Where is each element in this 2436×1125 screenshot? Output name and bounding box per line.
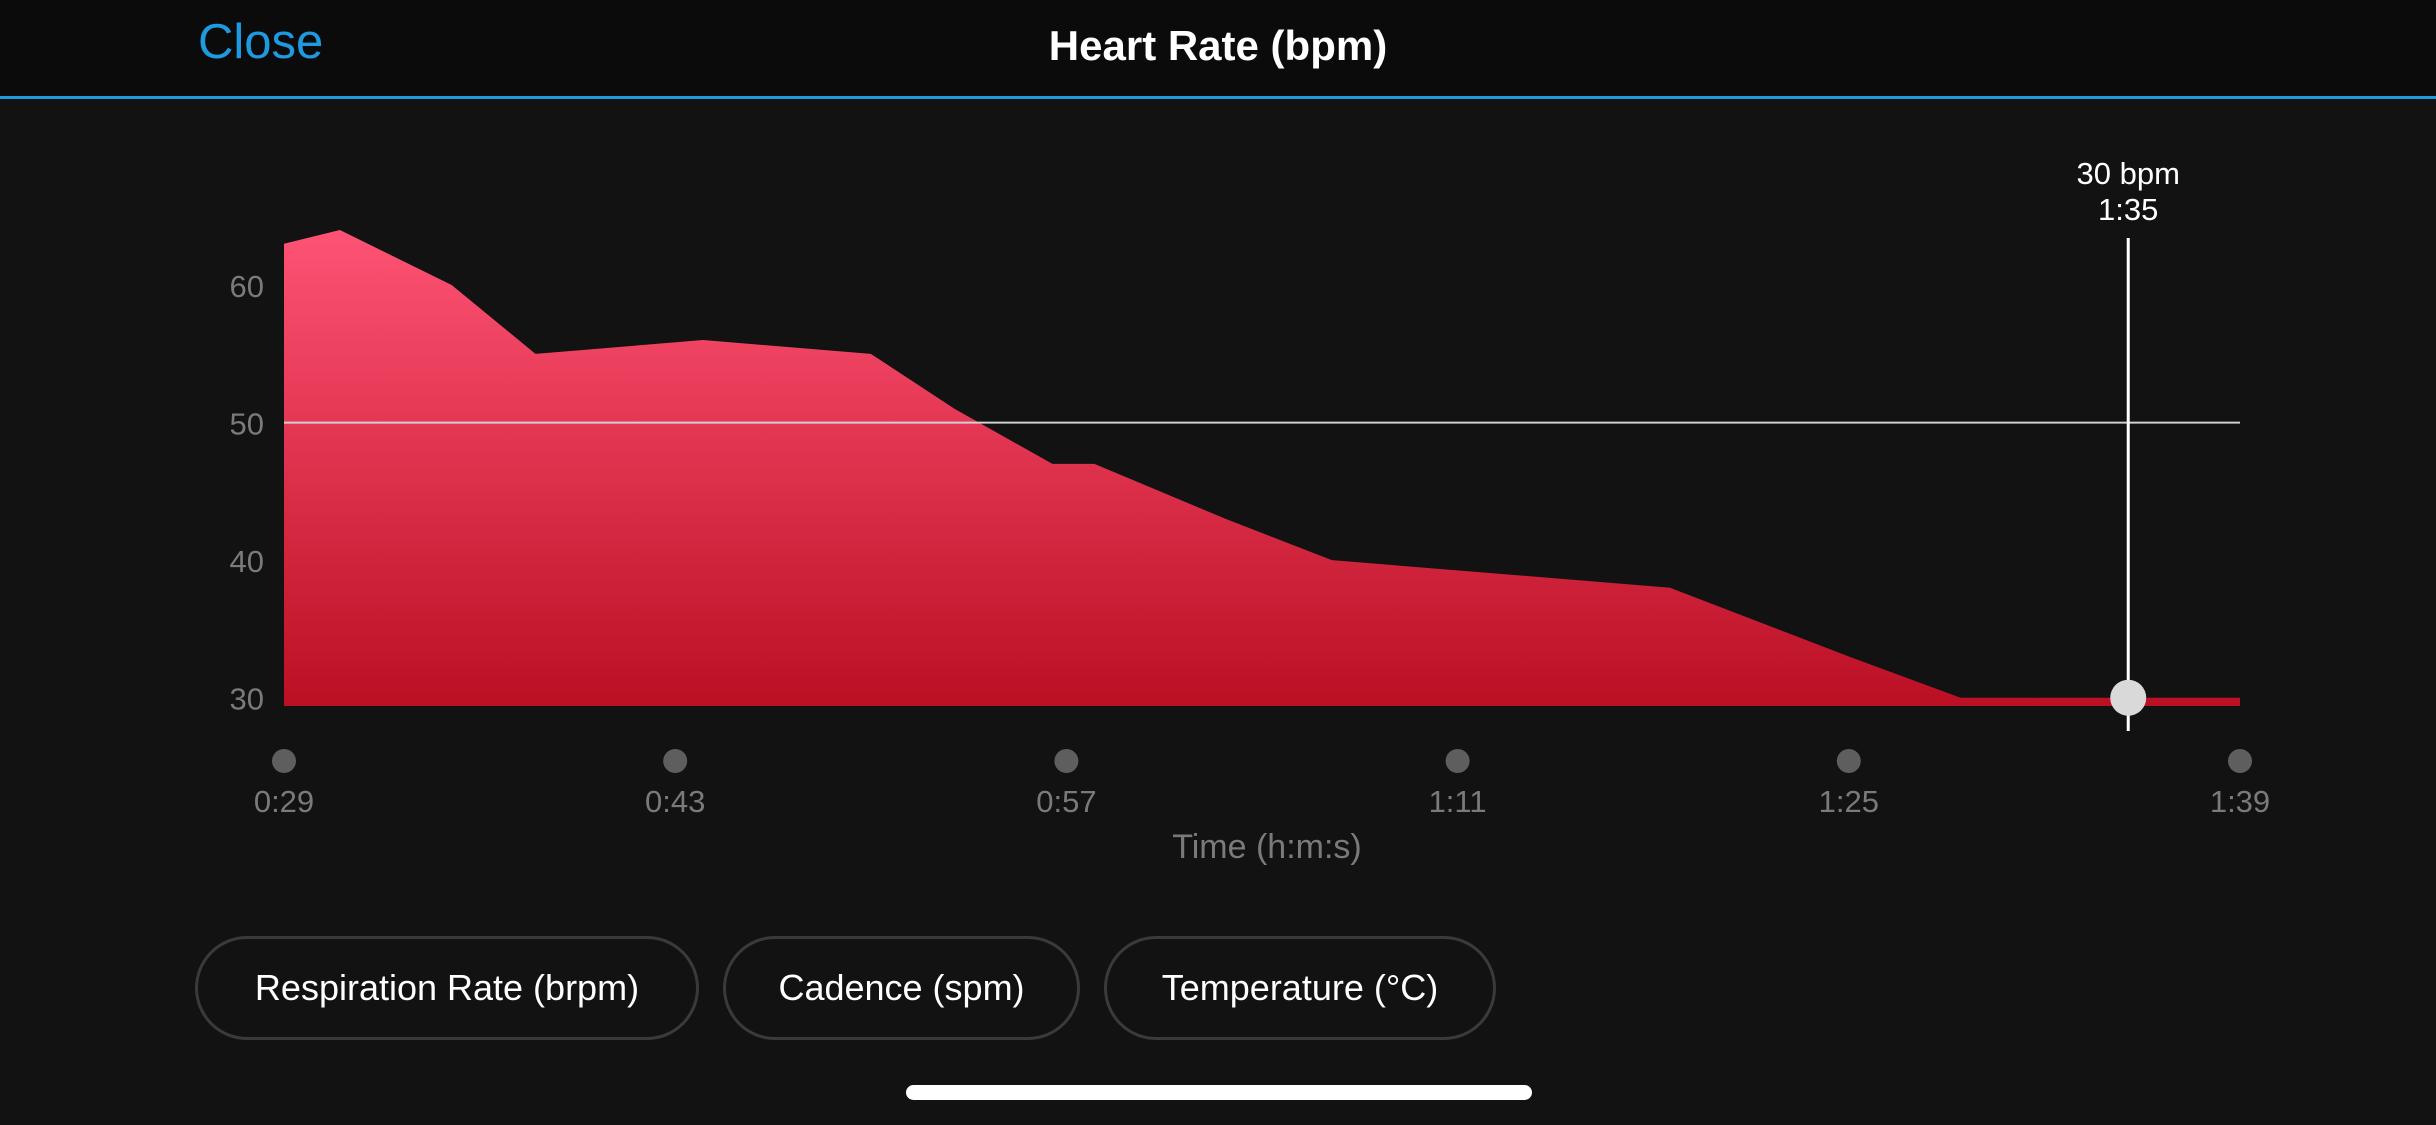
y-tick-label: 50 <box>230 407 264 442</box>
y-tick-label: 40 <box>230 544 264 579</box>
page-title: Heart Rate (bpm) <box>1048 22 1388 69</box>
x-tick-dot <box>2228 749 2252 773</box>
x-tick-label: 1:25 <box>1819 784 1879 819</box>
cursor-time-label: 1:35 <box>2098 192 2158 227</box>
cadence-button[interactable]: Cadence (spm) <box>723 936 1080 1040</box>
x-tick-dot <box>1445 749 1470 773</box>
y-tick-label: 60 <box>230 269 264 304</box>
navigation-bar: Close Heart Rate (bpm) <box>0 0 2436 99</box>
cursor-handle[interactable] <box>2110 679 2147 716</box>
close-button[interactable]: Close <box>198 15 324 69</box>
x-tick-label: 0:57 <box>1036 784 1096 819</box>
x-tick-dot <box>1836 749 1861 773</box>
x-tick-dot <box>663 749 688 773</box>
x-tick-dot <box>272 749 296 773</box>
cadence-label: Cadence (spm) <box>778 967 1025 1008</box>
y-tick-label: 30 <box>230 682 264 717</box>
x-tick-label: 1:39 <box>2210 784 2270 819</box>
temperature-button[interactable]: Temperature (°C) <box>1104 936 1496 1040</box>
cursor-value-label: 30 bpm <box>2077 156 2180 191</box>
heart-rate-area <box>284 230 2240 706</box>
x-tick-label: 1:11 <box>1429 784 1487 819</box>
x-tick-dot <box>1054 749 1079 773</box>
x-tick-label: 0:29 <box>254 784 314 819</box>
chart-cursor[interactable]: 30 bpm 1:35 <box>2077 156 2180 731</box>
heart-rate-chart[interactable]: 30 40 50 60 0:29 0:43 0:57 1:11 1:25 1:39 Time (… <box>0 96 2436 906</box>
respiration-rate-label: Respiration Rate (brpm) <box>254 967 640 1008</box>
respiration-rate-button[interactable]: Respiration Rate (brpm) <box>195 936 699 1040</box>
x-tick-label: 0:43 <box>645 784 705 819</box>
home-indicator <box>906 1085 1532 1100</box>
temperature-label: Temperature (°C) <box>1161 967 1439 1008</box>
x-axis-title: Time (h:m:s) <box>1172 828 1362 866</box>
